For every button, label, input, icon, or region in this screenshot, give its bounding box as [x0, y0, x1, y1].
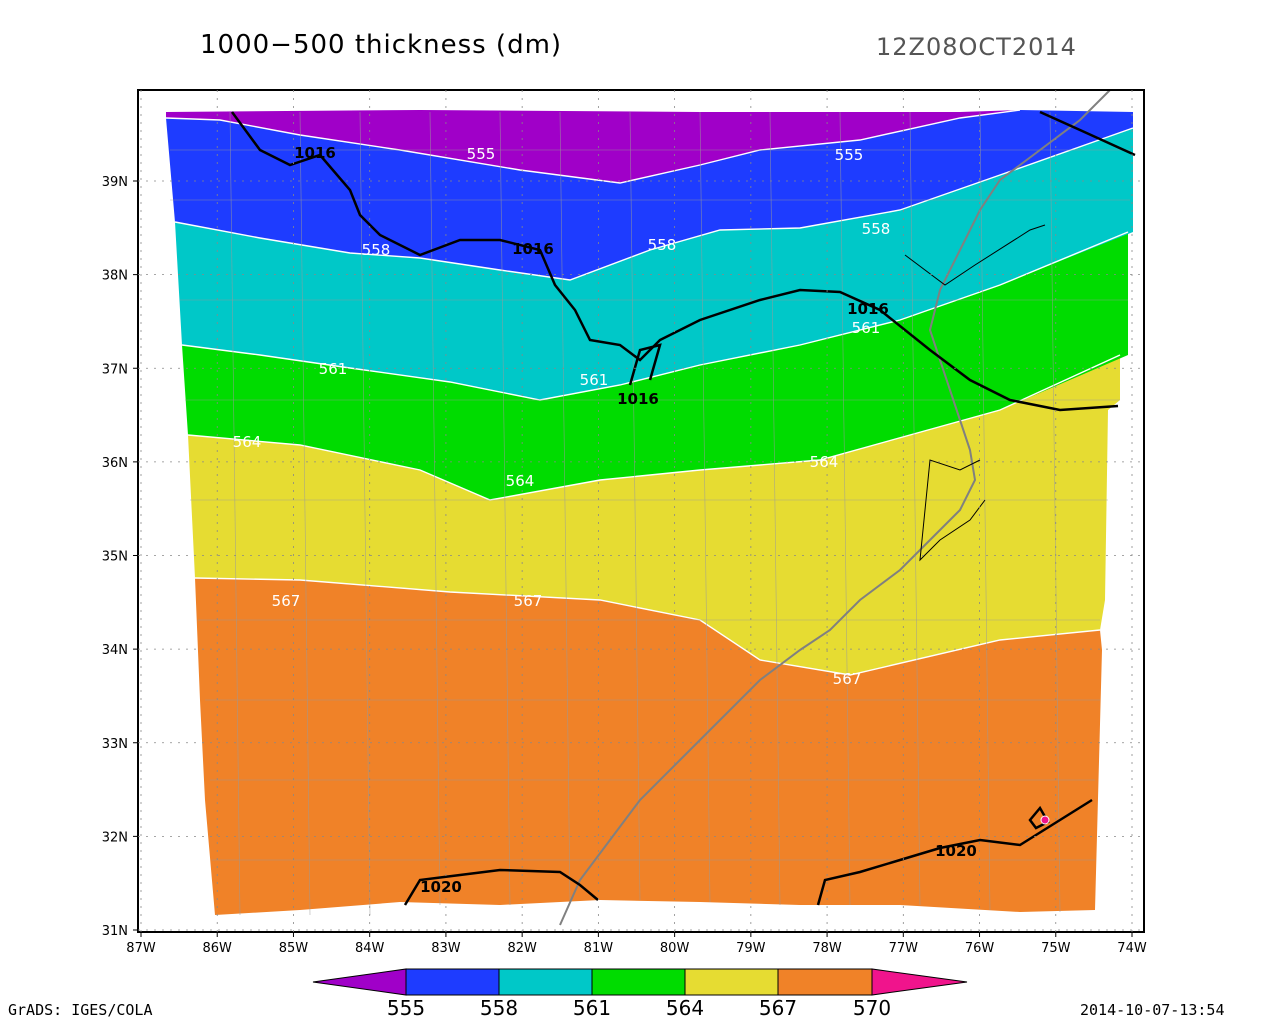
thickness-contour-label: 564	[233, 433, 262, 451]
colorbar-label: 555	[387, 996, 425, 1020]
colorbar-segment	[591, 968, 686, 996]
footer-credit: GrADS: IGES/COLA	[8, 1001, 153, 1019]
lat-tick-label: 31N	[102, 924, 128, 939]
colorbar-label: 561	[573, 996, 611, 1020]
colorbar-label: 564	[666, 996, 704, 1020]
plot-title: 1000−500 thickness (dm)	[200, 30, 563, 60]
lat-tick-label: 39N	[102, 175, 128, 190]
band-cyan	[175, 128, 1133, 400]
thickness-contour-label: 564	[506, 472, 535, 490]
isobar-label: 1016	[512, 240, 554, 258]
thickness-contour-label: 567	[833, 670, 862, 688]
colorbar-segment	[684, 968, 779, 996]
lat-tick-label: 34N	[102, 643, 128, 658]
lat-tick-label: 33N	[102, 737, 128, 752]
lon-tick-label: 79W	[736, 941, 766, 956]
thickness-contour-label: 561	[580, 371, 609, 389]
lon-tick-label: 87W	[126, 941, 156, 956]
lon-tick-label: 75W	[1041, 941, 1071, 956]
footer-timestamp: 2014-10-07-13:54	[1080, 1001, 1225, 1019]
thickness-contour-label: 567	[514, 592, 543, 610]
coastline	[559, 89, 1111, 926]
lon-tick-label: 76W	[965, 941, 995, 956]
colorbar-label: 570	[853, 996, 891, 1020]
lon-tick-label: 86W	[203, 941, 233, 956]
band-blue	[166, 110, 1133, 280]
high-marker	[1040, 815, 1050, 825]
county-lines	[170, 111, 1130, 916]
lon-tick-label: 82W	[507, 941, 537, 956]
lon-tick-label: 77W	[889, 941, 919, 956]
thickness-contour-label: 564	[810, 453, 839, 471]
isobar-label: 1016	[617, 390, 659, 408]
plot-frame	[137, 89, 1145, 933]
isobar-label: 1020	[420, 878, 462, 896]
lat-tick-label: 37N	[102, 362, 128, 377]
isobar-label: 1016	[294, 144, 336, 162]
colorbar-segment	[405, 968, 500, 996]
valid-time: 12Z08OCT2014	[876, 33, 1077, 61]
lon-tick-label: 83W	[431, 941, 461, 956]
colorbar-label: 567	[759, 996, 797, 1020]
colorbar: 555 558 561 564 567 570	[312, 968, 968, 1020]
colorbar-segment	[498, 968, 593, 996]
latitude-axis: 39N 38N 37N 36N 35N 34N 33N 32N 31N	[102, 175, 138, 939]
colorbar-label: 558	[480, 996, 518, 1020]
lat-tick-label: 38N	[102, 269, 128, 284]
colorbar-under-triangle	[312, 968, 407, 996]
thickness-contour-label: 561	[319, 360, 348, 378]
isobar-label: 1016	[847, 300, 889, 318]
thickness-contour-label: 558	[648, 236, 677, 254]
band-orange	[195, 578, 1102, 915]
band-purple	[166, 110, 1020, 183]
colorbar-over-triangle	[871, 968, 968, 996]
lon-tick-label: 84W	[355, 941, 385, 956]
lon-tick-label: 85W	[279, 941, 309, 956]
thickness-contour-label: 558	[362, 241, 391, 259]
longitude-axis: 87W 86W 85W 84W 83W 82W 81W 80W 79W 78W 77W 76W 75W 7…	[126, 932, 1147, 956]
contour-labels: 555 555 558 558 558 561 561 561 564 564 564 567 567 5…	[233, 144, 977, 896]
lat-tick-label: 36N	[102, 456, 128, 471]
lon-tick-label: 78W	[812, 941, 842, 956]
isobars	[230, 110, 1136, 906]
lon-tick-label: 74W	[1117, 941, 1147, 956]
thickness-contour-label: 558	[862, 220, 891, 238]
colorbar-segment	[777, 968, 873, 996]
band-green	[182, 232, 1128, 500]
lon-tick-label: 81W	[584, 941, 614, 956]
thickness-contour-label: 555	[467, 145, 496, 163]
lat-tick-label: 32N	[102, 830, 128, 845]
lat-tick-label: 35N	[102, 550, 128, 565]
lon-tick-label: 80W	[660, 941, 690, 956]
thickness-contour-label: 555	[835, 146, 864, 164]
band-yellow	[188, 355, 1120, 675]
thickness-contour-label: 561	[852, 319, 881, 337]
thickness-contour-label: 567	[272, 592, 301, 610]
isobar-label: 1020	[935, 842, 977, 860]
